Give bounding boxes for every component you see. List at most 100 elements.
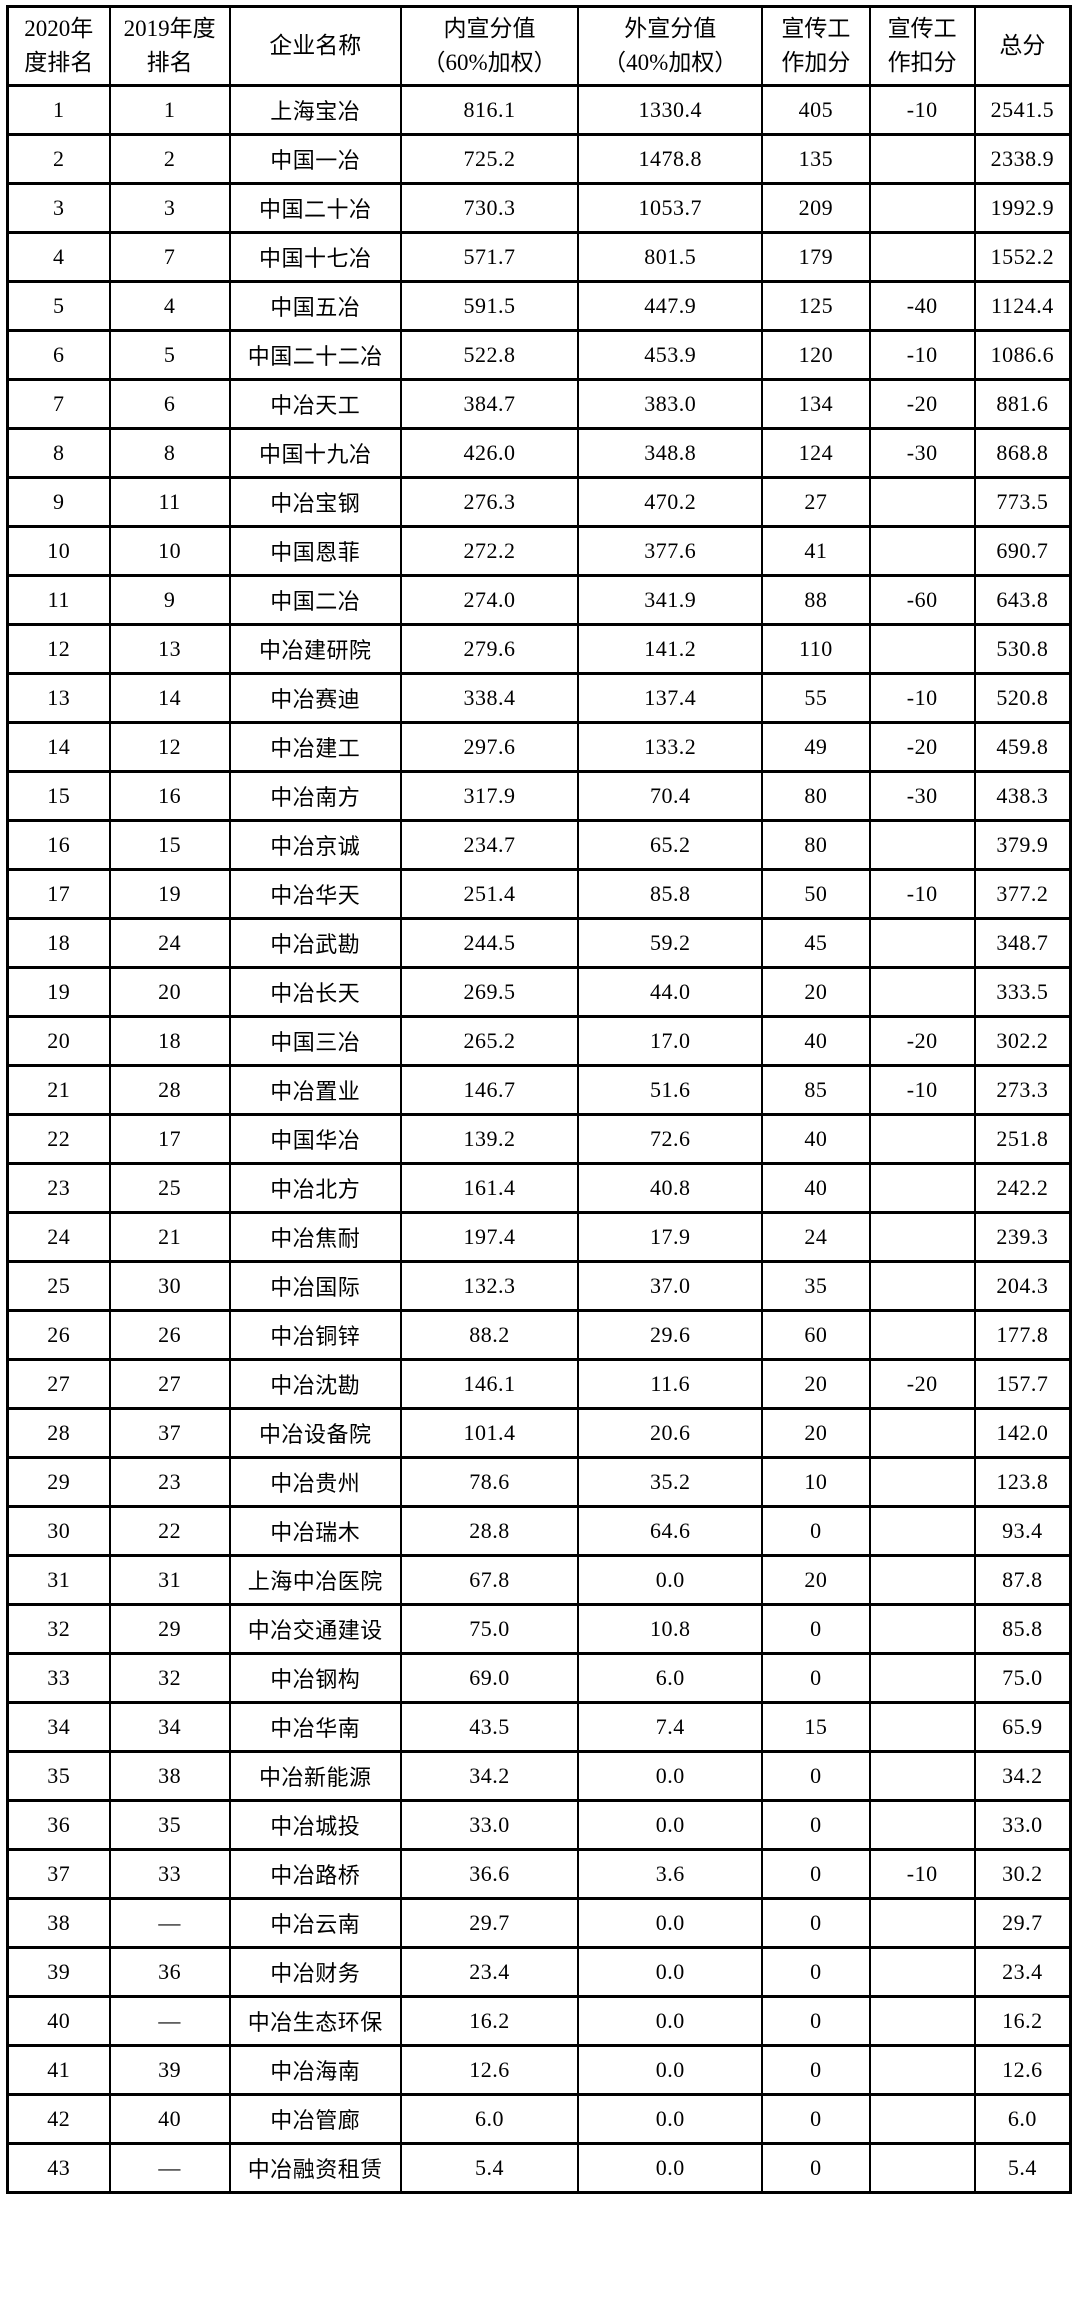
cell-rank_2019: 35 — [108, 1799, 231, 1851]
cell-deduction_points: -60 — [868, 574, 976, 626]
cell-bonus_points: 15 — [761, 1701, 871, 1753]
cell-bonus_points: 40 — [761, 1162, 871, 1214]
cell-internal_score: 730.3 — [399, 182, 580, 234]
cell-rank_2019: 4 — [108, 280, 231, 332]
cell-rank_2019: 31 — [108, 1554, 231, 1606]
cell-rank_2019: 2 — [108, 133, 231, 185]
cell-deduction_points: -10 — [868, 1064, 976, 1116]
table-row: 1 1 上海宝冶 816.1 1330.4 405 -10 2541.5 — [6, 84, 1072, 136]
table-row: 2 2 中国一冶 725.2 1478.8 135 2338.9 — [6, 133, 1072, 185]
cell-rank_2020: 36 — [6, 1799, 111, 1851]
cell-internal_score: 274.0 — [399, 574, 580, 626]
table-row: 22 17 中国华冶 139.2 72.6 40 251.8 — [6, 1113, 1072, 1165]
table-row: 14 12 中冶建工 297.6 133.2 49 -20 459.8 — [6, 721, 1072, 773]
cell-bonus_points: 134 — [761, 378, 871, 430]
cell-deduction_points — [868, 1113, 976, 1165]
cell-external_score: 20.6 — [577, 1407, 764, 1459]
cell-deduction_points: -20 — [868, 1358, 976, 1410]
table-row: 35 38 中冶新能源 34.2 0.0 0 34.2 — [6, 1750, 1072, 1802]
cell-internal_score: 276.3 — [399, 476, 580, 528]
cell-rank_2020: 43 — [6, 2142, 111, 2194]
cell-company_name: 中国华冶 — [228, 1113, 402, 1165]
cell-deduction_points — [868, 917, 976, 969]
cell-external_score: 17.9 — [577, 1211, 764, 1263]
table-row: 27 27 中冶沈勘 146.1 11.6 20 -20 157.7 — [6, 1358, 1072, 1410]
table-row: 11 9 中国二冶 274.0 341.9 88 -60 643.8 — [6, 574, 1072, 626]
cell-external_score: 85.8 — [577, 868, 764, 920]
cell-rank_2019: 25 — [108, 1162, 231, 1214]
table-row: 19 20 中冶长天 269.5 44.0 20 333.5 — [6, 966, 1072, 1018]
cell-company_name: 中冶华南 — [228, 1701, 402, 1753]
cell-external_score: 10.8 — [577, 1603, 764, 1655]
cell-bonus_points: 27 — [761, 476, 871, 528]
table-row: 42 40 中冶管廊 6.0 0.0 0 6.0 — [6, 2093, 1072, 2145]
cell-company_name: 中冶宝钢 — [228, 476, 402, 528]
cell-rank_2019: 11 — [108, 476, 231, 528]
cell-internal_score: 234.7 — [399, 819, 580, 871]
cell-company_name: 中国一冶 — [228, 133, 402, 185]
cell-deduction_points — [868, 1211, 976, 1263]
cell-rank_2020: 27 — [6, 1358, 111, 1410]
cell-company_name: 中国二十冶 — [228, 182, 402, 234]
cell-rank_2020: 5 — [6, 280, 111, 332]
cell-company_name: 中冶京诚 — [228, 819, 402, 871]
cell-total_score: 1992.9 — [973, 182, 1072, 234]
cell-deduction_points — [868, 819, 976, 871]
cell-external_score: 0.0 — [577, 1750, 764, 1802]
cell-total_score: 2338.9 — [973, 133, 1072, 185]
cell-company_name: 中冶华天 — [228, 868, 402, 920]
cell-deduction_points — [868, 182, 976, 234]
cell-bonus_points: 0 — [761, 2093, 871, 2145]
cell-deduction_points — [868, 1750, 976, 1802]
cell-rank_2020: 29 — [6, 1456, 111, 1508]
table-row: 40— 中冶生态环保 16.2 0.0 0 16.2 — [6, 1995, 1072, 2047]
cell-rank_2019: 7 — [108, 231, 231, 283]
cell-external_score: 7.4 — [577, 1701, 764, 1753]
cell-total_score: 5.4 — [973, 2142, 1072, 2194]
cell-deduction_points — [868, 1701, 976, 1753]
cell-external_score: 377.6 — [577, 525, 764, 577]
table-row: 3 3 中国二十冶 730.3 1053.7 209 1992.9 — [6, 182, 1072, 234]
cell-external_score: 65.2 — [577, 819, 764, 871]
cell-deduction_points — [868, 1407, 976, 1459]
cell-bonus_points: 0 — [761, 1750, 871, 1802]
cell-rank_2019: 37 — [108, 1407, 231, 1459]
cell-total_score: 177.8 — [973, 1309, 1072, 1361]
cell-rank_2020: 23 — [6, 1162, 111, 1214]
column-header-internal-score: 内宣分值 （60%加权） — [399, 5, 580, 87]
cell-rank_2019: 13 — [108, 623, 231, 675]
cell-rank_2019: 30 — [108, 1260, 231, 1312]
cell-internal_score: 36.6 — [399, 1848, 580, 1900]
cell-bonus_points: 0 — [761, 1946, 871, 1998]
cell-total_score: 1552.2 — [973, 231, 1072, 283]
cell-rank_2019: 12 — [108, 721, 231, 773]
cell-deduction_points — [868, 1260, 976, 1312]
table-header: 2020年 度排名 2019年度 排名 企业名称 内宣分值 （60%加权） 外宣… — [6, 5, 1072, 87]
cell-rank_2020: 4 — [6, 231, 111, 283]
column-header-external-score: 外宣分值 （40%加权） — [577, 5, 764, 87]
cell-total_score: 868.8 — [973, 427, 1072, 479]
cell-rank_2020: 41 — [6, 2044, 111, 2096]
cell-bonus_points: 124 — [761, 427, 871, 479]
cell-external_score: 17.0 — [577, 1015, 764, 1067]
cell-rank_2019: 36 — [108, 1946, 231, 1998]
cell-company_name: 中冶赛迪 — [228, 672, 402, 724]
cell-rank_2019: — — [108, 1995, 231, 2047]
cell-rank_2020: 9 — [6, 476, 111, 528]
table-row: 16 15 中冶京诚 234.7 65.2 80 379.9 — [6, 819, 1072, 871]
cell-external_score: 51.6 — [577, 1064, 764, 1116]
cell-rank_2019: 32 — [108, 1652, 231, 1704]
cell-total_score: 34.2 — [973, 1750, 1072, 1802]
cell-bonus_points: 40 — [761, 1015, 871, 1067]
cell-deduction_points — [868, 1652, 976, 1704]
cell-rank_2020: 37 — [6, 1848, 111, 1900]
cell-internal_score: 161.4 — [399, 1162, 580, 1214]
cell-bonus_points: 120 — [761, 329, 871, 381]
cell-rank_2019: — — [108, 1897, 231, 1949]
cell-external_score: 0.0 — [577, 2093, 764, 2145]
cell-external_score: 72.6 — [577, 1113, 764, 1165]
cell-total_score: 23.4 — [973, 1946, 1072, 1998]
cell-company_name: 中冶设备院 — [228, 1407, 402, 1459]
cell-company_name: 中冶云南 — [228, 1897, 402, 1949]
cell-external_score: 0.0 — [577, 1799, 764, 1851]
